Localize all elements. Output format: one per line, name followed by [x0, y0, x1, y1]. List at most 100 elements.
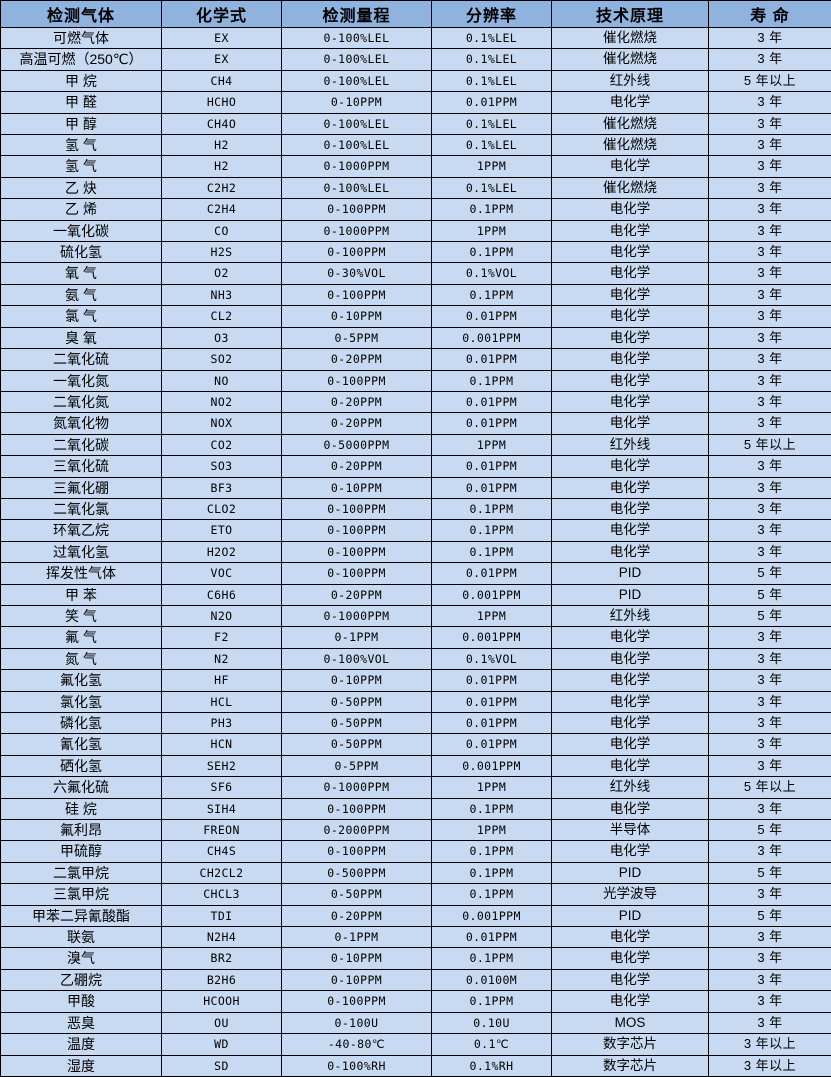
cell-tech: 电化学 [552, 734, 709, 755]
cell-formula: CL2 [162, 306, 282, 327]
cell-tech: 电化学 [552, 263, 709, 284]
cell-resolution: 0.1%LEL [432, 135, 552, 156]
cell-tech: 电化学 [552, 798, 709, 819]
cell-range: 0-100%LEL [282, 49, 432, 70]
cell-formula: HCOOH [162, 991, 282, 1012]
cell-life: 3 年 [709, 648, 831, 669]
cell-tech: 催化燃烧 [552, 135, 709, 156]
column-header-tech: 技术原理 [552, 1, 709, 28]
cell-life: 3 年 [709, 327, 831, 348]
cell-resolution: 0.1PPM [432, 948, 552, 969]
cell-range: 0-20PPM [282, 413, 432, 434]
column-header-range: 检测量程 [282, 1, 432, 28]
cell-formula: BF3 [162, 477, 282, 498]
cell-gas: 氢 气 [1, 156, 162, 177]
cell-tech: 电化学 [552, 477, 709, 498]
cell-gas: 二氧化硫 [1, 349, 162, 370]
cell-range: 0-100U [282, 1012, 432, 1033]
cell-range: 0-20PPM [282, 349, 432, 370]
cell-formula: C2H4 [162, 199, 282, 220]
cell-tech: 电化学 [552, 349, 709, 370]
cell-range: 0-100PPM [282, 284, 432, 305]
cell-life: 3 年 [709, 135, 831, 156]
cell-formula: EX [162, 28, 282, 49]
cell-gas: 联氨 [1, 927, 162, 948]
cell-gas: 氯化氢 [1, 691, 162, 712]
cell-gas: 甲 苯 [1, 584, 162, 605]
cell-range: 0-1000PPM [282, 605, 432, 626]
cell-gas: 温度 [1, 1034, 162, 1055]
cell-resolution: 0.001PPM [432, 327, 552, 348]
cell-life: 3 年 [709, 755, 831, 776]
cell-resolution: 0.1PPM [432, 284, 552, 305]
cell-tech: 红外线 [552, 70, 709, 91]
cell-tech: 电化学 [552, 92, 709, 113]
cell-tech: PID [552, 905, 709, 926]
cell-range: 0-100PPM [282, 541, 432, 562]
cell-range: 0-10PPM [282, 92, 432, 113]
cell-tech: 电化学 [552, 306, 709, 327]
cell-resolution: 0.1PPM [432, 884, 552, 905]
cell-tech: 电化学 [552, 284, 709, 305]
cell-life: 3 年 [709, 969, 831, 990]
cell-range: 0-100PPM [282, 841, 432, 862]
cell-resolution: 0.01PPM [432, 349, 552, 370]
cell-range: 0-20PPM [282, 905, 432, 926]
cell-range: 0-5PPM [282, 327, 432, 348]
cell-life: 3 年 [709, 242, 831, 263]
cell-range: 0-100PPM [282, 563, 432, 584]
cell-life: 3 年 [709, 498, 831, 519]
cell-formula: H2 [162, 156, 282, 177]
cell-life: 3 年 [709, 627, 831, 648]
cell-tech: 电化学 [552, 242, 709, 263]
cell-gas: 氨 气 [1, 284, 162, 305]
cell-life: 3 年 [709, 28, 831, 49]
cell-gas: 氧 气 [1, 263, 162, 284]
cell-tech: 红外线 [552, 605, 709, 626]
cell-gas: 氮氧化物 [1, 413, 162, 434]
cell-range: 0-50PPM [282, 691, 432, 712]
cell-resolution: 0.01PPM [432, 391, 552, 412]
cell-range: 0-100PPM [282, 798, 432, 819]
cell-life: 3 年 [709, 199, 831, 220]
cell-formula: EX [162, 49, 282, 70]
cell-life: 3 年 [709, 798, 831, 819]
cell-formula: CH4O [162, 113, 282, 134]
cell-gas: 六氟化硫 [1, 777, 162, 798]
cell-resolution: 0.001PPM [432, 627, 552, 648]
cell-formula: SO2 [162, 349, 282, 370]
cell-gas: 氯 气 [1, 306, 162, 327]
cell-formula: SD [162, 1055, 282, 1076]
cell-tech: 电化学 [552, 755, 709, 776]
cell-resolution: 1PPM [432, 777, 552, 798]
cell-resolution: 0.01PPM [432, 92, 552, 113]
cell-resolution: 0.01PPM [432, 691, 552, 712]
cell-formula: PH3 [162, 713, 282, 734]
cell-gas: 笑 气 [1, 605, 162, 626]
cell-life: 3 年 [709, 884, 831, 905]
cell-range: 0-20PPM [282, 456, 432, 477]
cell-range: 0-1PPM [282, 627, 432, 648]
cell-formula: NOX [162, 413, 282, 434]
cell-tech: 电化学 [552, 991, 709, 1012]
cell-life: 5 年 [709, 584, 831, 605]
cell-gas: 甲 醇 [1, 113, 162, 134]
cell-tech: 电化学 [552, 220, 709, 241]
cell-gas: 氟化氢 [1, 670, 162, 691]
cell-formula: O2 [162, 263, 282, 284]
cell-formula: N2 [162, 648, 282, 669]
cell-tech: 数字芯片 [552, 1055, 709, 1076]
cell-life: 5 年以上 [709, 434, 831, 455]
cell-resolution: 0.1%VOL [432, 263, 552, 284]
